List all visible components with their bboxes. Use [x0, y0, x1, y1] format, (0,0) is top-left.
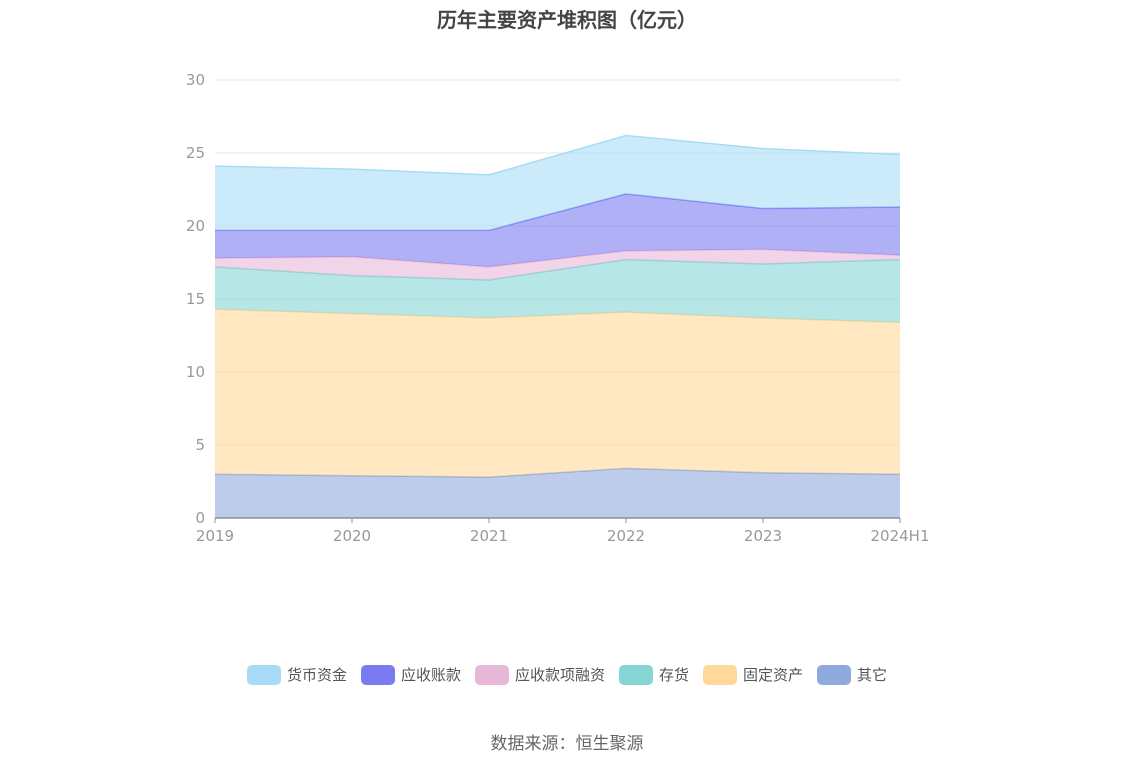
- x-tick-label-5: 2024H1: [871, 527, 930, 545]
- area-series-0: [215, 468, 900, 518]
- x-tick-label-1: 2020: [333, 527, 371, 545]
- y-tick-label-5: 5: [195, 436, 205, 454]
- chart-title: 历年主要资产堆积图（亿元）: [437, 8, 697, 32]
- legend-swatch: [703, 664, 738, 685]
- legend-swatch: [619, 664, 653, 685]
- legend-label: 应收账款: [400, 666, 461, 684]
- area-series-4: [215, 193, 900, 267]
- x-tick-label-2: 2021: [470, 527, 508, 545]
- legend-item-5[interactable]: 其它: [817, 664, 887, 685]
- legend-swatch: [360, 664, 395, 685]
- axis-layer: 0 5 10 15 20 25 30 2019 2020 2021 2022 2023 2024H1: [186, 71, 930, 545]
- y-tick-label-0: 0: [195, 509, 205, 527]
- area-series-5: [215, 135, 900, 231]
- legend-item-0[interactable]: 货币资金: [246, 664, 347, 685]
- legend-label: 其它: [857, 666, 888, 684]
- y-tick-label-20: 20: [186, 217, 205, 235]
- legend-label: 固定资产: [743, 666, 804, 684]
- legend-item-2[interactable]: 应收款项融资: [474, 664, 605, 685]
- x-tick-label-4: 2023: [744, 527, 782, 545]
- legend-label: 货币资金: [286, 666, 347, 684]
- legend: 货币资金 应收账款 应收款项融资 存货 固定资产 其它: [0, 664, 1134, 685]
- legend-label: 应收款项融资: [514, 666, 605, 684]
- legend-item-3[interactable]: 存货: [619, 664, 689, 685]
- area-series-3: [215, 249, 900, 280]
- area-series-1: [215, 309, 900, 478]
- legend-swatch: [246, 664, 281, 685]
- data-source: 数据来源：恒生聚源: [490, 734, 644, 754]
- x-tick-label-0: 2019: [196, 527, 234, 545]
- legend-swatch: [474, 664, 509, 685]
- y-tick-label-25: 25: [186, 144, 205, 162]
- y-tick-label-15: 15: [186, 290, 205, 308]
- legend-item-4[interactable]: 固定资产: [703, 664, 803, 685]
- legend-item-1[interactable]: 应收账款: [360, 664, 461, 685]
- area-edge-5: [214, 134, 901, 176]
- legend-swatch: [817, 664, 852, 685]
- x-tick-label-3: 2022: [607, 527, 645, 545]
- legend-label: 存货: [659, 666, 690, 684]
- area-layer: [214, 134, 901, 518]
- y-tick-label-10: 10: [186, 363, 205, 381]
- area-series-2: [215, 259, 900, 323]
- y-tick-label-30: 30: [186, 71, 205, 89]
